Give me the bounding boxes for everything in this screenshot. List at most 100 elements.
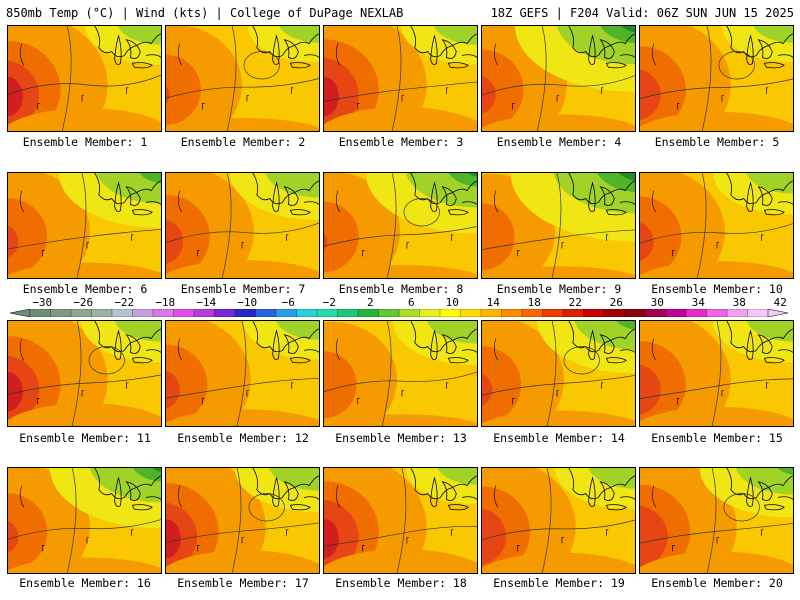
colorbar-swatch bbox=[439, 309, 461, 317]
colorbar-right-arrow bbox=[767, 309, 788, 317]
colorbar-swatch bbox=[50, 309, 72, 317]
ensemble-map-17 bbox=[165, 467, 320, 574]
colorbar-tick-label: −10 bbox=[237, 296, 258, 309]
colorbar-swatch bbox=[152, 309, 174, 317]
colorbar-swatch bbox=[214, 309, 236, 317]
ensemble-map-12 bbox=[165, 320, 320, 427]
colorbar-swatch bbox=[357, 309, 379, 317]
colorbar-tick-label: −6 bbox=[281, 296, 295, 309]
ensemble-map-7 bbox=[165, 172, 320, 279]
colorbar-tick-label: 2 bbox=[366, 296, 374, 309]
colorbar-tick-label: 26 bbox=[609, 296, 623, 309]
colorbar-swatch bbox=[70, 309, 92, 317]
ensemble-label-14: Ensemble Member: 14 bbox=[493, 431, 625, 445]
ensemble-map-16 bbox=[7, 467, 162, 574]
ensemble-label-17: Ensemble Member: 17 bbox=[177, 576, 309, 590]
ensemble-label-5: Ensemble Member: 5 bbox=[654, 135, 780, 149]
ensemble-label-19: Ensemble Member: 19 bbox=[493, 576, 625, 590]
colorbar-tick-label: 18 bbox=[527, 296, 541, 309]
ensemble-map-4 bbox=[481, 25, 636, 132]
colorbar-swatch bbox=[337, 309, 359, 317]
colorbar-tick-label: 30 bbox=[650, 296, 664, 309]
colorbar-swatch bbox=[460, 309, 482, 317]
ensemble-label-18: Ensemble Member: 18 bbox=[335, 576, 467, 590]
colorbar-tick-label: 10 bbox=[445, 296, 459, 309]
ensemble-label-11: Ensemble Member: 11 bbox=[19, 431, 151, 445]
ensemble-map-18 bbox=[323, 467, 478, 574]
ensemble-label-8: Ensemble Member: 8 bbox=[338, 282, 464, 296]
ensemble-map-8 bbox=[323, 172, 478, 279]
ensemble-label-3: Ensemble Member: 3 bbox=[338, 135, 464, 149]
temperature-colorbar bbox=[10, 309, 788, 317]
colorbar-swatch bbox=[747, 309, 769, 317]
colorbar-tick-label: −30 bbox=[32, 296, 53, 309]
ensemble-map-5 bbox=[639, 25, 794, 132]
ensemble-label-12: Ensemble Member: 12 bbox=[177, 431, 309, 445]
colorbar-tick-label: −26 bbox=[73, 296, 94, 309]
colorbar-swatch bbox=[296, 309, 318, 317]
colorbar-swatch bbox=[726, 309, 748, 317]
colorbar-left-arrow bbox=[10, 309, 31, 317]
colorbar-swatch bbox=[29, 309, 51, 317]
colorbar-swatch bbox=[193, 309, 215, 317]
colorbar-swatch bbox=[542, 309, 564, 317]
colorbar-swatch bbox=[685, 309, 707, 317]
colorbar-swatch bbox=[234, 309, 256, 317]
valid-time: 18Z GEFS | F204 Valid: 06Z SUN JUN 15 20… bbox=[490, 6, 794, 20]
ensemble-label-9: Ensemble Member: 9 bbox=[496, 282, 622, 296]
colorbar-tick-label: −2 bbox=[322, 296, 336, 309]
colorbar-tick-label: 42 bbox=[773, 296, 787, 309]
colorbar-swatch bbox=[583, 309, 605, 317]
colorbar-tick-label: −22 bbox=[114, 296, 135, 309]
ensemble-map-2 bbox=[165, 25, 320, 132]
colorbar-tick-label: −14 bbox=[196, 296, 217, 309]
colorbar-swatch bbox=[378, 309, 400, 317]
ensemble-map-13 bbox=[323, 320, 478, 427]
ensemble-map-19 bbox=[481, 467, 636, 574]
ensemble-label-15: Ensemble Member: 15 bbox=[651, 431, 783, 445]
colorbar-swatch bbox=[665, 309, 687, 317]
ensemble-map-11 bbox=[7, 320, 162, 427]
colorbar-tick-label: 6 bbox=[407, 296, 415, 309]
ensemble-label-6: Ensemble Member: 6 bbox=[22, 282, 148, 296]
colorbar-swatch bbox=[706, 309, 728, 317]
colorbar-swatch bbox=[644, 309, 666, 317]
colorbar-swatch bbox=[624, 309, 646, 317]
ensemble-label-1: Ensemble Member: 1 bbox=[22, 135, 148, 149]
chart-title: 850mb Temp (°C) | Wind (kts) | College o… bbox=[6, 6, 404, 20]
ensemble-map-9 bbox=[481, 172, 636, 279]
colorbar-swatch bbox=[562, 309, 584, 317]
colorbar-swatch bbox=[132, 309, 154, 317]
ensemble-map-1 bbox=[7, 25, 162, 132]
ensemble-map-3 bbox=[323, 25, 478, 132]
colorbar-swatch bbox=[111, 309, 133, 317]
ensemble-label-20: Ensemble Member: 20 bbox=[651, 576, 783, 590]
ensemble-label-2: Ensemble Member: 2 bbox=[180, 135, 306, 149]
ensemble-map-14 bbox=[481, 320, 636, 427]
colorbar-swatch bbox=[501, 309, 523, 317]
ensemble-map-15 bbox=[639, 320, 794, 427]
colorbar-tick-label: 38 bbox=[732, 296, 746, 309]
colorbar-swatch bbox=[419, 309, 441, 317]
colorbar-swatch bbox=[398, 309, 420, 317]
colorbar-swatch bbox=[603, 309, 625, 317]
colorbar-swatch bbox=[480, 309, 502, 317]
ensemble-label-4: Ensemble Member: 4 bbox=[496, 135, 622, 149]
colorbar-swatch bbox=[316, 309, 338, 317]
ensemble-label-13: Ensemble Member: 13 bbox=[335, 431, 467, 445]
colorbar-swatch bbox=[521, 309, 543, 317]
ensemble-label-16: Ensemble Member: 16 bbox=[19, 576, 151, 590]
ensemble-label-7: Ensemble Member: 7 bbox=[180, 282, 306, 296]
ensemble-map-20 bbox=[639, 467, 794, 574]
colorbar-tick-label: 22 bbox=[568, 296, 582, 309]
ensemble-map-10 bbox=[639, 172, 794, 279]
colorbar-swatch bbox=[275, 309, 297, 317]
colorbar-swatch bbox=[173, 309, 195, 317]
ensemble-label-10: Ensemble Member: 10 bbox=[651, 282, 783, 296]
colorbar-tick-label: −18 bbox=[155, 296, 176, 309]
colorbar-tick-label: 34 bbox=[691, 296, 705, 309]
colorbar-swatch bbox=[91, 309, 113, 317]
colorbar-swatch bbox=[255, 309, 277, 317]
colorbar-tick-label: 14 bbox=[486, 296, 500, 309]
ensemble-map-6 bbox=[7, 172, 162, 279]
